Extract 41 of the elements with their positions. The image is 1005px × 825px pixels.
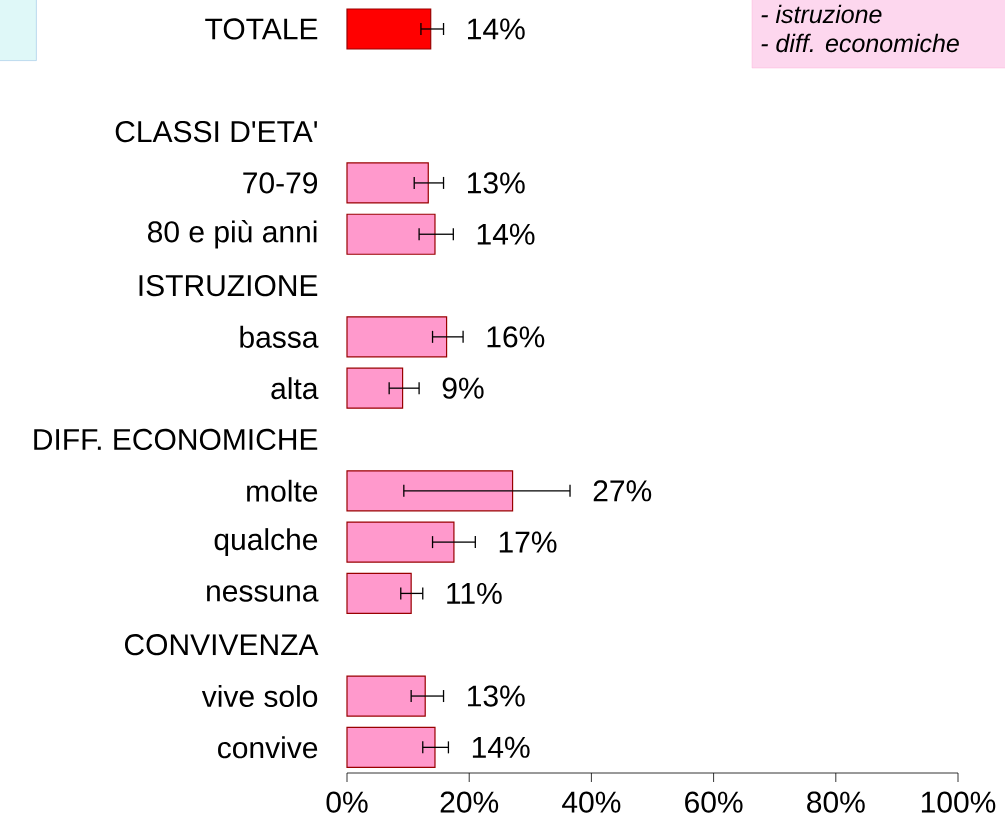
y-tick-label: 70-79 <box>243 172 318 194</box>
y-tick-label: CLASSI D'ETA' <box>115 120 317 143</box>
data-label: 14% <box>472 736 530 758</box>
x-tick-label: 40% <box>562 791 621 813</box>
x-tick-label: 100% <box>921 791 996 813</box>
data-label: 9% <box>442 377 484 399</box>
data-label: 14% <box>477 223 535 245</box>
bar <box>346 213 436 255</box>
y-tick-label: 80 e più anni <box>147 220 317 249</box>
y-tick-label: TOTALE <box>205 18 318 40</box>
x-tick-label: 80% <box>807 791 865 813</box>
data-label: 17% <box>499 531 557 553</box>
bar <box>346 726 436 768</box>
data-label: 13% <box>468 685 525 707</box>
x-tick-label: 0% <box>326 791 368 813</box>
y-tick-label: qualche <box>214 528 318 557</box>
bar <box>346 572 412 615</box>
data-label: 16% <box>487 326 545 348</box>
annotation: - diff. economiche <box>761 33 959 53</box>
data-label: 13% <box>468 172 525 194</box>
y-tick-label: vive solo <box>201 685 318 708</box>
bar <box>346 675 426 717</box>
annotation: - istruzione <box>761 4 882 24</box>
y-tick-label: CONVIVENZA <box>124 634 319 656</box>
y-tick-label: convive <box>218 736 318 759</box>
bar <box>346 8 432 50</box>
bar <box>346 316 448 358</box>
bar <box>346 521 455 563</box>
x-tick-label: 60% <box>685 791 743 813</box>
bar <box>346 162 429 204</box>
bar <box>346 367 404 409</box>
data-label: 11% <box>447 582 502 604</box>
y-tick-label: alta <box>271 377 319 400</box>
x-tick-label: 20% <box>440 791 499 813</box>
y-tick-label: nessuna <box>207 585 319 602</box>
data-label: 27% <box>593 480 652 502</box>
y-tick-label: DIFF. ECONOMICHE <box>34 428 318 451</box>
y-tick-label: bassa <box>240 325 319 348</box>
y-tick-label: ISTRUZIONE <box>139 274 318 297</box>
y-tick-label: molte <box>247 479 318 502</box>
data-label: 14% <box>468 18 525 40</box>
